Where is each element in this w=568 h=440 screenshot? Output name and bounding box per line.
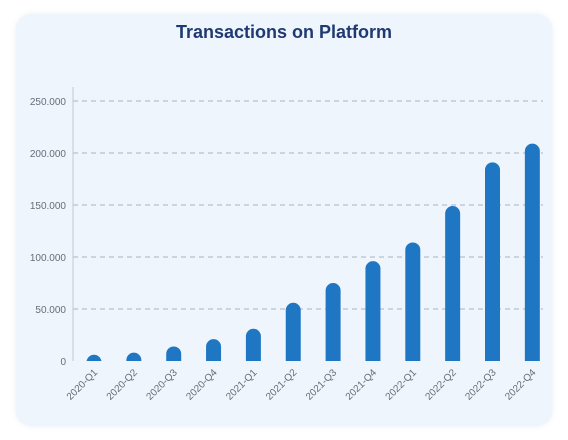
- bar: [524, 143, 540, 361]
- x-tick-label: 2022-Q3: [463, 367, 499, 403]
- bar: [485, 162, 500, 361]
- bar: [445, 206, 461, 361]
- bar: [126, 352, 142, 361]
- bar: [166, 346, 182, 361]
- bar: [325, 283, 341, 361]
- x-tick-label: 2020-Q3: [145, 367, 181, 403]
- bar: [285, 302, 301, 361]
- y-tick-label: 150.000: [30, 201, 67, 212]
- bar: [405, 242, 421, 361]
- bar: [245, 328, 261, 361]
- y-tick-label: 200.000: [30, 149, 67, 160]
- x-tick-label: 2022-Q4: [503, 367, 539, 403]
- bars: [86, 143, 540, 363]
- x-tick-label: 2021-Q4: [344, 367, 380, 403]
- grid-lines: [73, 100, 543, 310]
- x-tick-label: 2020-Q4: [184, 367, 220, 403]
- x-tick-label: 2020-Q2: [105, 367, 141, 403]
- chart-card: [16, 14, 552, 426]
- x-tick-label: 2020-Q1: [65, 367, 101, 403]
- bar: [206, 339, 222, 361]
- x-tick-label: 2022-Q1: [384, 367, 420, 403]
- x-tick-label: 2021-Q3: [304, 367, 340, 403]
- chart-title: Transactions on Platform: [175, 22, 393, 42]
- x-tick-label: 2021-Q1: [224, 367, 260, 403]
- x-tick-label: 2022-Q2: [423, 367, 459, 403]
- x-tick-label: 2021-Q2: [264, 367, 300, 403]
- bar: [365, 261, 381, 361]
- y-tick-label: 100.000: [30, 253, 67, 264]
- x-tick-labels: 2020-Q1 2020-Q2 2020-Q3 2020-Q4 2021-Q1 2021-…: [65, 367, 539, 403]
- y-tick-label: 0: [60, 357, 66, 368]
- y-tick-label: 50.000: [35, 305, 66, 316]
- bar: [86, 354, 102, 363]
- y-tick-label: 250.000: [30, 97, 67, 108]
- y-tick-labels: 0 50.000 100.000 150.000 200.000 250.000: [30, 97, 67, 368]
